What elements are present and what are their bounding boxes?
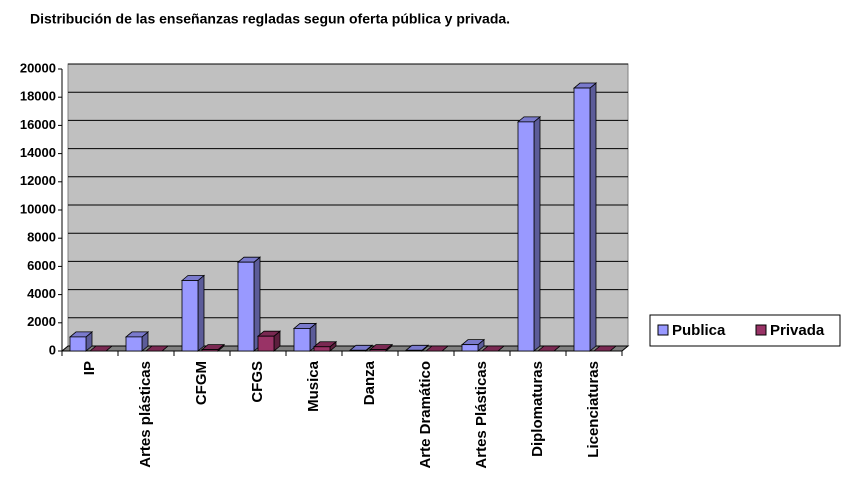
bar-top (592, 345, 618, 352)
y-tick-label: 12000 (20, 173, 56, 188)
y-tick-label: 2000 (27, 314, 56, 329)
bar-top (144, 345, 170, 352)
y-tick-label: 16000 (20, 117, 56, 132)
x-tick-label: Licenciaturas (585, 361, 602, 458)
x-tick-label: Musica (305, 360, 322, 412)
bar-side (589, 82, 597, 352)
bar (369, 349, 387, 352)
bar-top (480, 345, 506, 352)
bar (461, 344, 479, 352)
bar (257, 335, 275, 352)
bar (181, 280, 199, 352)
y-tick-label: 0 (49, 342, 56, 357)
bar (69, 336, 87, 352)
bar-side (533, 116, 541, 352)
bar-top (88, 345, 114, 352)
y-tick-label: 18000 (20, 89, 56, 104)
x-tick-label: Danza (361, 360, 378, 405)
bar-top (536, 345, 562, 352)
bar (125, 336, 143, 352)
legend-box (649, 314, 841, 347)
y-tick-label: 20000 (20, 60, 56, 75)
x-tick-label: CFGM (193, 361, 210, 405)
bar (517, 121, 535, 352)
x-tick-label: IP (81, 361, 98, 375)
bar (313, 346, 331, 352)
bar (573, 87, 591, 352)
y-tick-label: 4000 (27, 286, 56, 301)
legend-swatch (755, 324, 767, 336)
bar-side (197, 274, 205, 352)
bar (201, 349, 219, 352)
x-tick-label: Diplomaturas (529, 361, 546, 457)
y-tick-label: 8000 (27, 230, 56, 245)
bar (405, 349, 423, 352)
legend-label: Publica (672, 322, 726, 339)
y-tick-label: 14000 (20, 145, 56, 160)
x-tick-label: Artes plásticas (137, 361, 154, 468)
bar (237, 261, 255, 352)
y-tick-label: 6000 (27, 258, 56, 273)
bar-top (424, 345, 450, 352)
legend-label: Privada (770, 322, 825, 339)
legend-swatch (657, 324, 669, 336)
x-tick-label: Artes Plásticas (473, 361, 490, 469)
chart-title: Distribución de las enseñanzas regladas … (30, 11, 510, 27)
x-tick-label: CFGS (249, 361, 266, 403)
y-tick-label: 10000 (20, 201, 56, 216)
bar (293, 328, 311, 352)
bar (349, 349, 367, 352)
x-tick-label: Arte Dramático (417, 361, 434, 469)
